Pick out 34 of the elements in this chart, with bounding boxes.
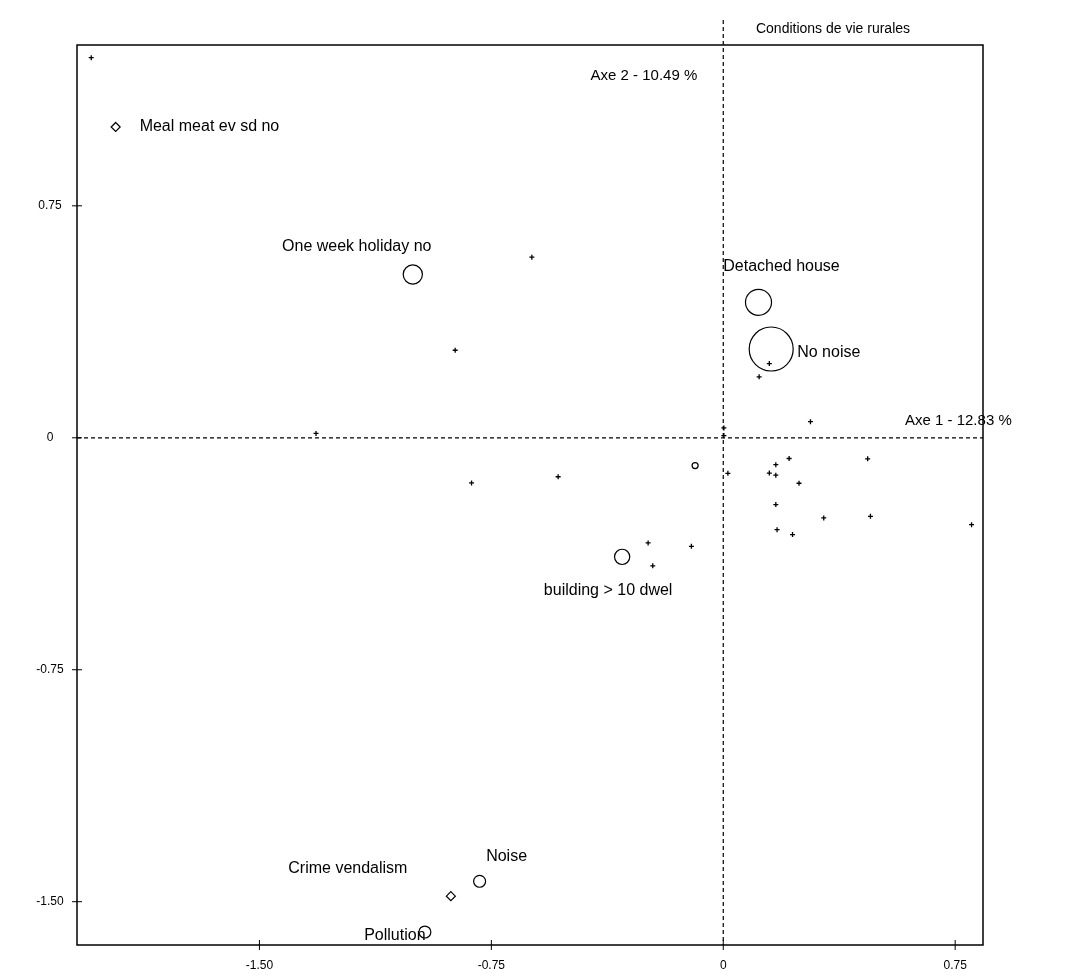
- x-tick-label: -1.50: [245, 958, 274, 972]
- point: [720, 432, 728, 439]
- annotation: Crime vendalism: [288, 859, 408, 877]
- annotation: No noise: [797, 343, 861, 361]
- x-tick-label: -0.75: [477, 958, 506, 972]
- annotation: One week holiday no: [282, 236, 432, 254]
- point: [766, 469, 773, 477]
- point: [785, 455, 793, 462]
- point: [720, 424, 728, 432]
- annotation: Noise: [486, 846, 528, 864]
- annotation: Meal meat ev sd no: [139, 117, 280, 135]
- point: [820, 514, 827, 522]
- point: [468, 479, 475, 487]
- y-tick-label: -0.75: [36, 661, 64, 676]
- point: [312, 430, 320, 437]
- point: [528, 254, 536, 261]
- point: [724, 470, 732, 477]
- point: [773, 526, 781, 533]
- point: [110, 121, 121, 133]
- x-tick-label: 0.75: [943, 958, 968, 972]
- annotation: building > 10 dwel: [543, 581, 673, 599]
- point: [554, 473, 562, 480]
- x-tick-label: 0: [719, 958, 727, 972]
- annotation: Detached house: [723, 256, 840, 274]
- chart-title: Conditions de vie rurales: [755, 20, 911, 36]
- point: [445, 891, 456, 902]
- y-tick-label: 0: [46, 429, 54, 444]
- annotation: Pollution: [364, 926, 426, 944]
- point: [644, 539, 652, 547]
- y-tick-label: 0.75: [38, 198, 62, 212]
- point: [755, 373, 763, 381]
- point: [795, 480, 803, 487]
- y-tick-label: -1.50: [36, 893, 64, 908]
- ref-line-label: Axe 2 - 10.49 %: [590, 66, 698, 83]
